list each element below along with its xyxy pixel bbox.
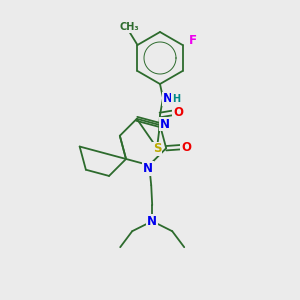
- Text: N: N: [160, 118, 170, 130]
- Text: CH₃: CH₃: [120, 22, 139, 32]
- Text: S: S: [153, 142, 161, 155]
- Text: O: O: [173, 106, 183, 119]
- Text: N: N: [143, 162, 153, 175]
- Text: O: O: [181, 141, 191, 154]
- Text: F: F: [188, 34, 196, 47]
- Text: N: N: [163, 92, 173, 106]
- Text: H: H: [172, 94, 180, 104]
- Text: N: N: [147, 215, 157, 228]
